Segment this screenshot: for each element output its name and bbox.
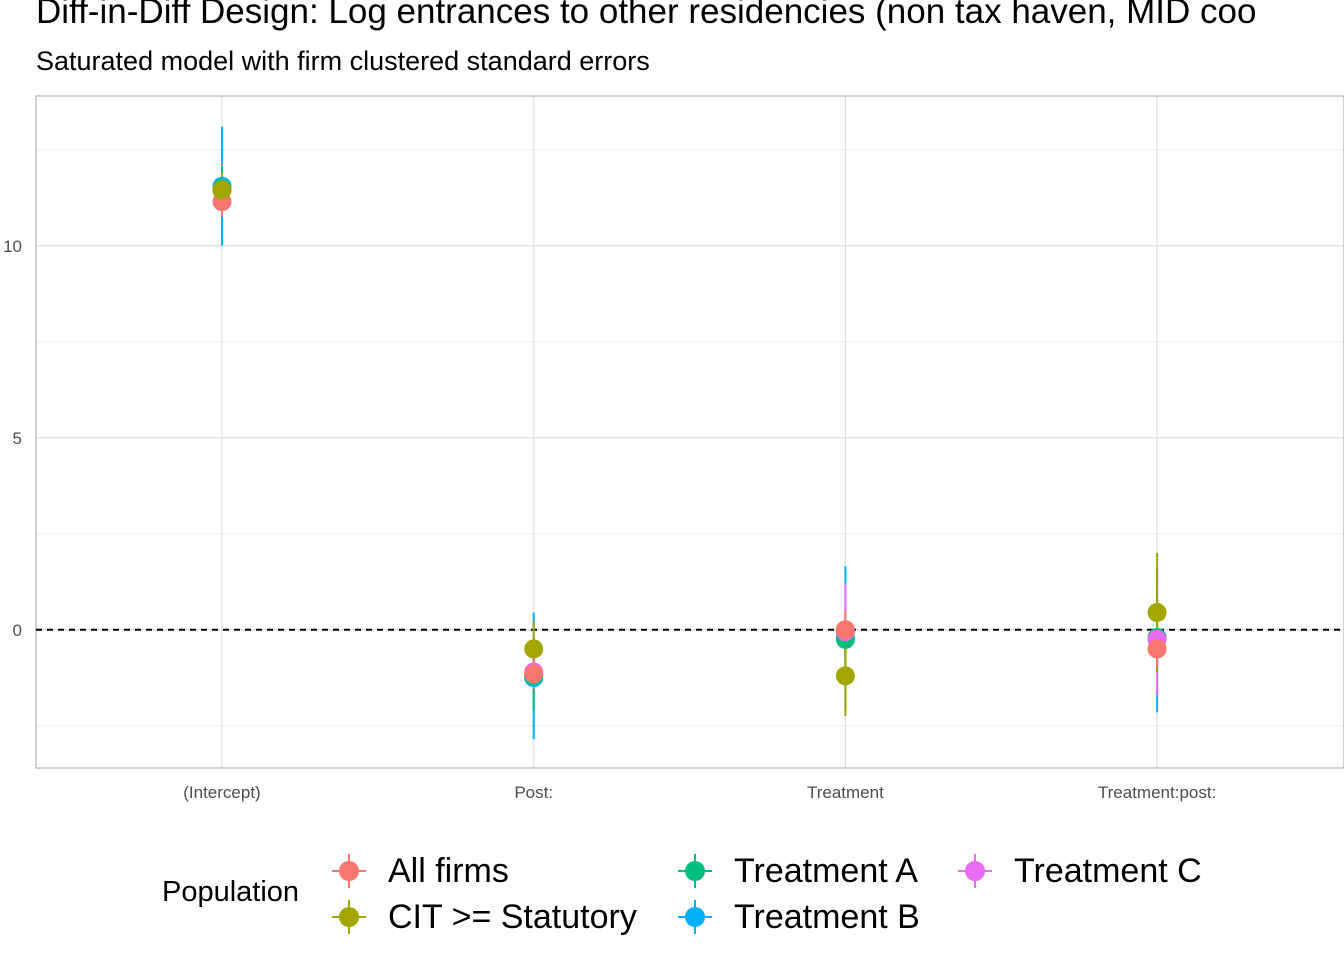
x-tick-label: Treatment xyxy=(807,783,884,802)
y-tick-label: 5 xyxy=(13,429,22,448)
legend-title: Population xyxy=(162,876,300,908)
y-tick-label: 0 xyxy=(13,621,22,640)
data-point xyxy=(835,620,855,640)
legend-key-icon xyxy=(676,848,714,894)
data-point xyxy=(524,639,544,659)
x-tick-label: (Intercept) xyxy=(183,783,260,802)
legend-label: All firms xyxy=(388,851,509,890)
y-tick-label: 10 xyxy=(3,237,22,256)
chart-title: Diff-in-Diff Design: Log entrances to ot… xyxy=(36,0,1257,31)
data-point xyxy=(524,664,544,684)
x-tick-label: Post: xyxy=(514,783,553,802)
legend-label: CIT >= Statutory xyxy=(388,897,637,936)
legend-key-icon xyxy=(676,894,714,940)
legend-item: Treatment B xyxy=(676,894,920,940)
panel-border xyxy=(35,95,1344,769)
legend-label: Treatment C xyxy=(1014,851,1202,890)
legend-item: Treatment C xyxy=(956,848,1202,894)
chart-subtitle: Saturated model with firm clustered stan… xyxy=(36,46,650,76)
legend-label: Treatment B xyxy=(734,897,920,936)
data-point xyxy=(212,180,232,200)
x-tick-label: Treatment:post: xyxy=(1098,783,1216,802)
legend-key-icon xyxy=(956,848,994,894)
legend-key-icon xyxy=(330,894,368,940)
legend-item: All firms xyxy=(330,848,509,894)
data-point xyxy=(1147,639,1167,659)
data-point xyxy=(835,666,855,686)
legend-item: CIT >= Statutory xyxy=(330,894,637,940)
legend-key-icon xyxy=(330,848,368,894)
data-point xyxy=(1147,602,1167,622)
legend-label: Treatment A xyxy=(734,851,918,890)
legend-item: Treatment A xyxy=(676,848,918,894)
